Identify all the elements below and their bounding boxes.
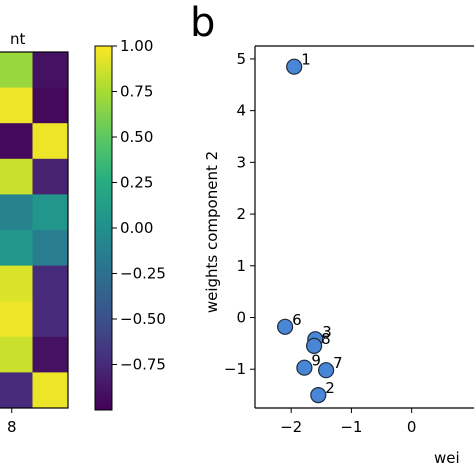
scatter-x-tick-label: 0 [407,418,417,436]
heatmap-cell [0,301,33,338]
colorbar-tick-label: 0.75 [120,83,153,101]
scatter-y-tick-label: 0 [236,309,246,327]
heatmap-cell [0,52,33,89]
colorbar: 1.00 0.75 0.50 0.25 0.00 −0.25 −0.50 −0.75 [94,37,166,411]
scatter-y-axis-label: weights component 2 [203,151,221,313]
heatmap-cell [32,52,69,89]
scatter-point-label: 9 [311,352,321,370]
colorbar-tick-label: 0.25 [120,174,153,192]
scatter-point-label: 7 [333,354,343,372]
heatmap-cell [32,123,69,160]
scatter-point [310,387,327,404]
heatmap-cell [32,336,69,373]
heatmap-cell [32,265,69,302]
colorbar-tick-label: 0.50 [120,128,153,146]
heatmap-cell [32,230,69,267]
colorbar-tick-label: −0.25 [120,265,166,283]
scatter-point [318,362,335,379]
scatter-x-tick-label: −1 [340,418,362,436]
heatmap-cell [32,372,69,409]
scatter-y-tick-label: 5 [236,50,246,68]
panel-b-letter: b [190,0,215,46]
scatter-point [277,318,294,335]
scatter-y-tick-label: 1 [236,257,246,275]
scatter-x-axis-label: wei [434,449,460,467]
heatmap-x-ticks: 8 [7,408,17,436]
heatmap-cell [0,230,33,267]
heatmap-cell [32,87,69,124]
colorbar-tick-label: 0.00 [120,219,153,237]
scatter-point-label: 2 [325,379,335,397]
scatter-point [286,58,303,75]
heatmap-cell [0,123,33,160]
colorbar-tick-label: 1.00 [120,37,153,55]
scatter-point [296,359,313,376]
heatmap-cell [32,301,69,338]
heatmap-cell [32,194,69,231]
colorbar-gradient [94,45,113,411]
scatter-point-label: 8 [321,330,331,348]
heatmap-panel [0,51,69,409]
scatter-point-label: 6 [292,311,302,329]
heatmap-title-fragment: nt [10,30,26,48]
heatmap-cell [0,194,33,231]
colorbar-tick-label: −0.50 [120,310,166,328]
scatter-y-tick-label: 2 [236,205,246,223]
heatmap-cell [0,87,33,124]
heatmap-cell [32,158,69,195]
heatmap-frame [0,51,69,409]
scatter-point-label: 3 [322,323,332,341]
scatter-y-tick-label: 3 [236,153,246,171]
scatter-x-tick-label: −2 [280,418,302,436]
scatter-point-label: 1 [301,51,311,69]
heatmap-cell [0,372,33,409]
scatter-point [306,337,323,354]
heatmap-cell [0,158,33,195]
heatmap-cell [0,265,33,302]
heatmap-cell [0,336,33,373]
scatter-y-tick-label: −1 [224,360,246,378]
heatmap-x-tick-label: 8 [7,418,17,436]
scatter-y-tick-label: 4 [236,102,246,120]
colorbar-tick-label: −0.75 [120,356,166,374]
